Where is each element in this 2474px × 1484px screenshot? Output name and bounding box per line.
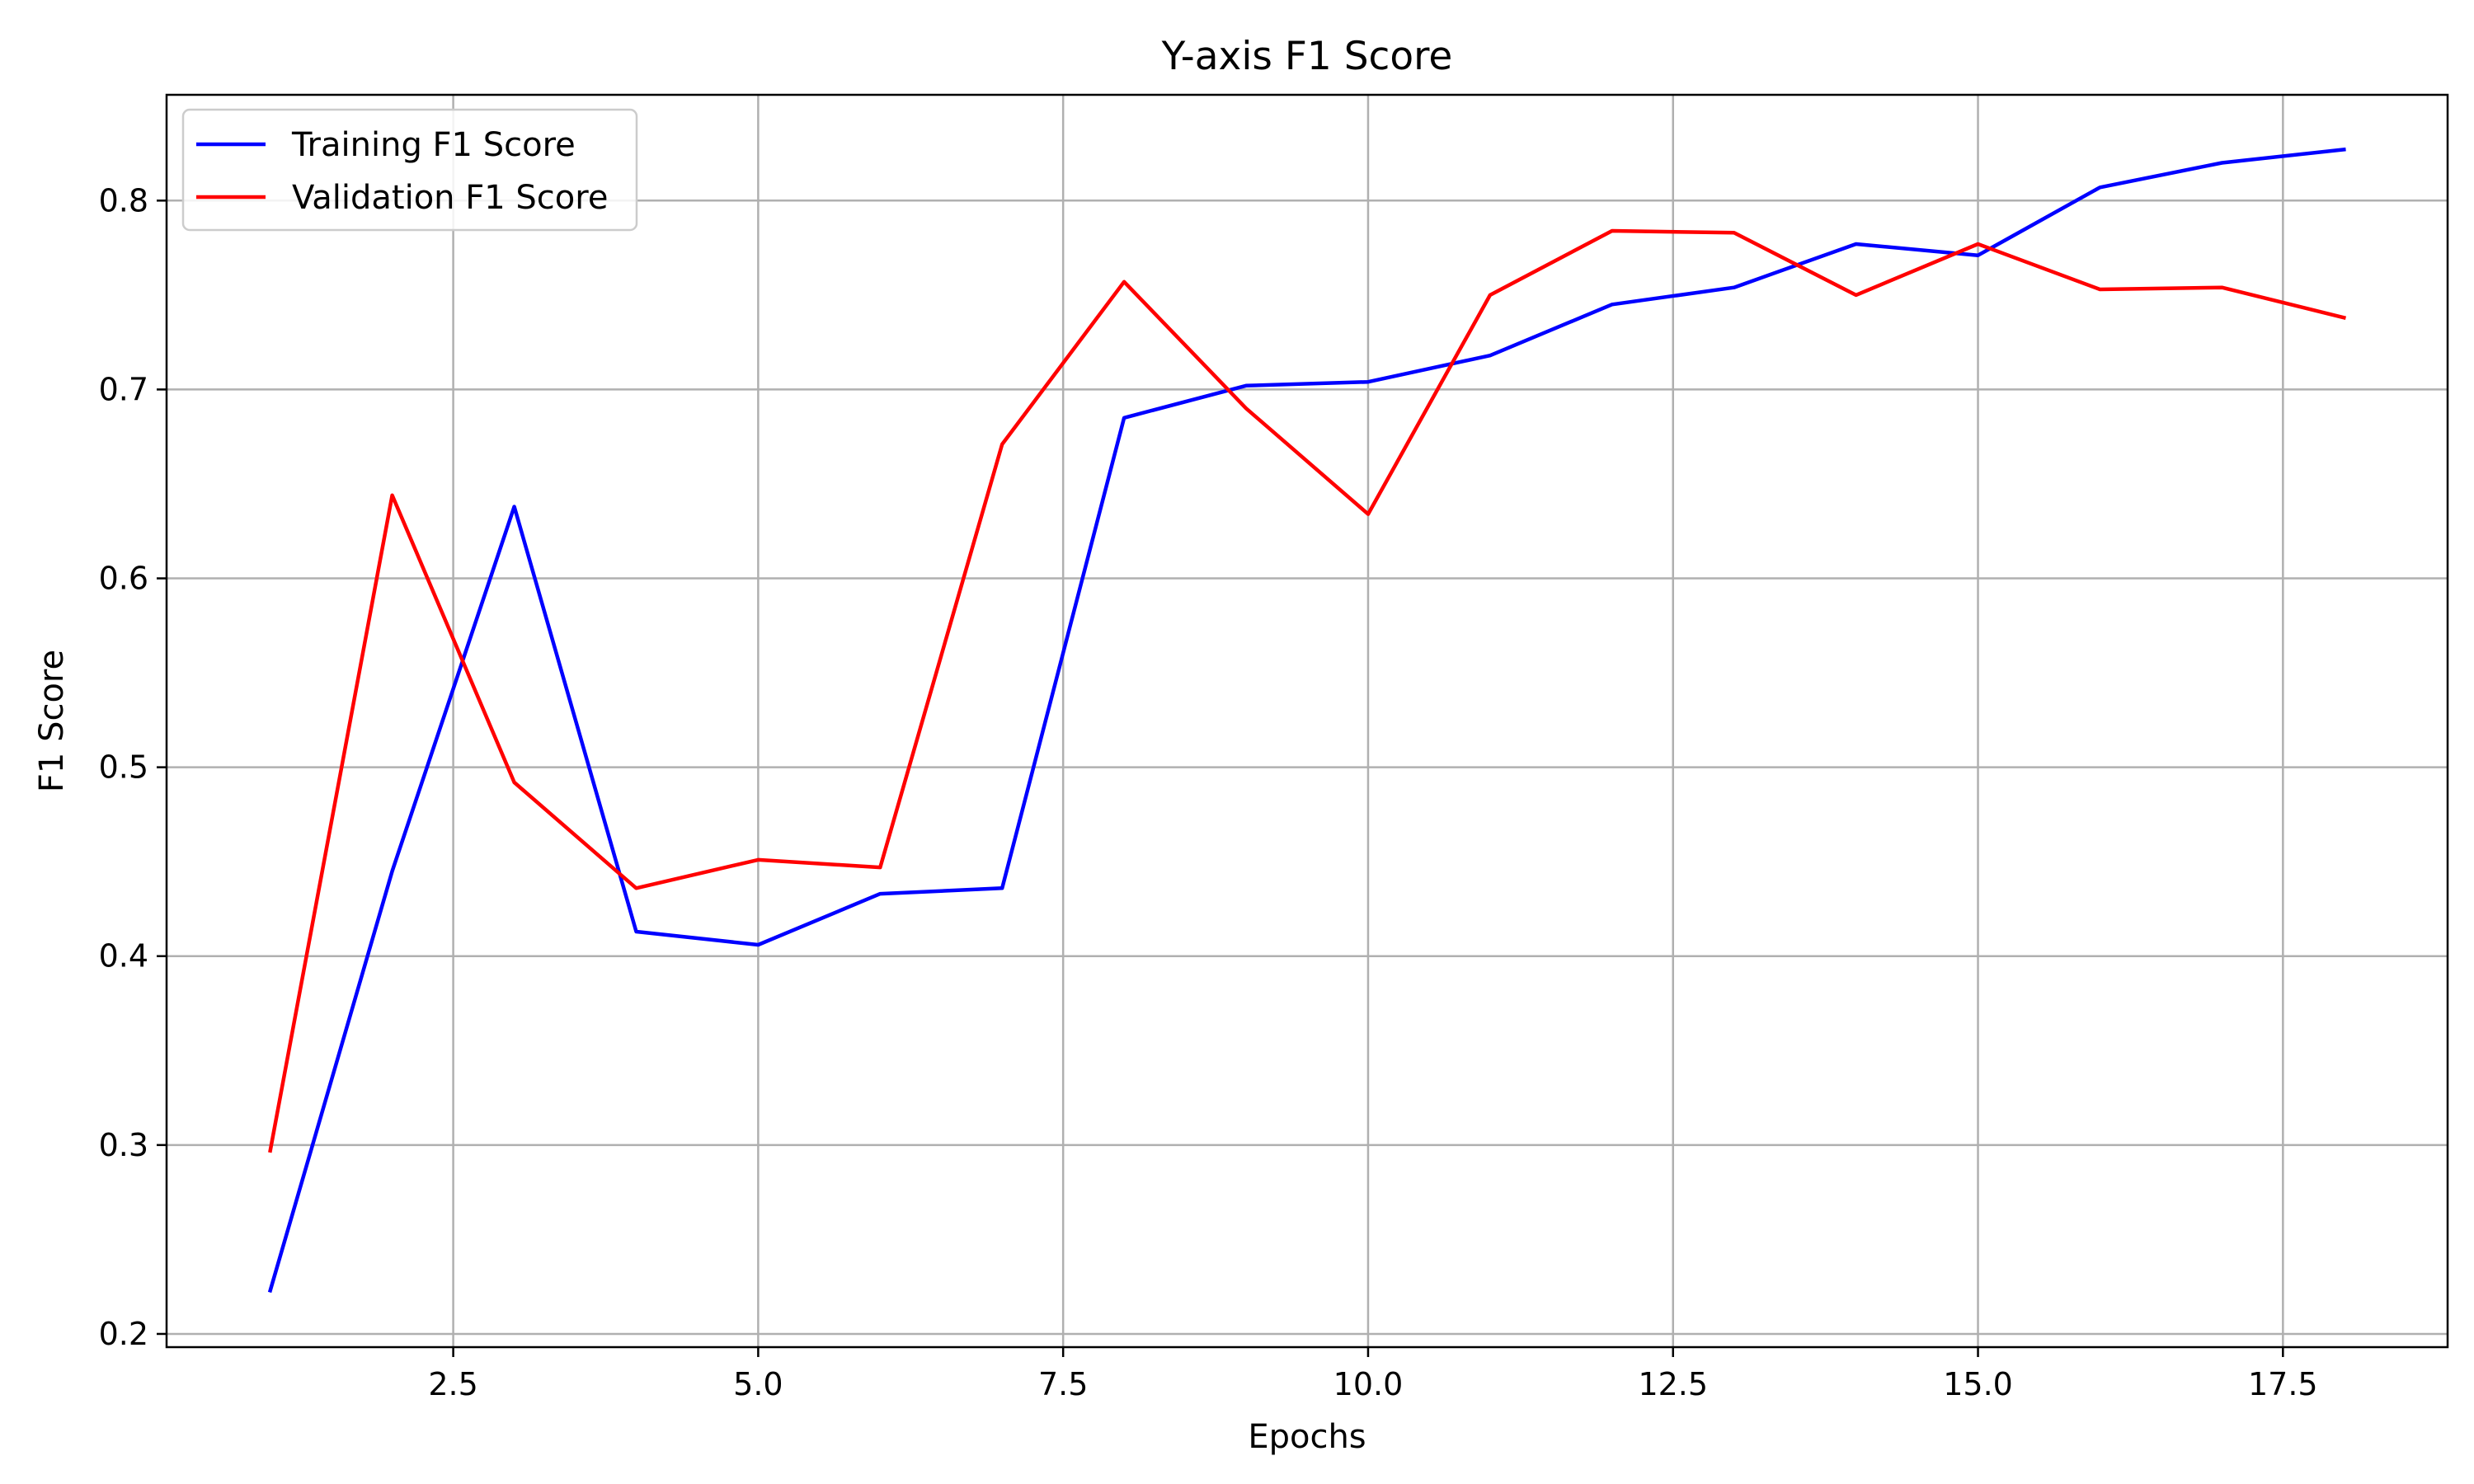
y-axis-label: F1 Score: [33, 650, 71, 792]
x-tick-label: 15.0: [1943, 1366, 2013, 1402]
y-tick-label: 0.7: [99, 371, 148, 407]
plot-frame: [165, 93, 2449, 1349]
x-tick-label: 17.5: [2248, 1366, 2318, 1402]
y-tick-label: 0.6: [99, 561, 148, 597]
y-tick-label: 0.8: [99, 182, 148, 218]
axis-ticks: 2.5 5.0 7.5 10.0 12.5 15.0 17.5 0.2 0.3 0.4 0.5 0.6…: [99, 182, 2318, 1402]
series-line-validation: [268, 228, 2347, 1153]
grid: [167, 95, 2448, 1347]
y-tick-label: 0.5: [99, 749, 148, 786]
x-tick-label: 7.5: [1038, 1366, 1088, 1402]
legend-entry-label: Validation F1 Score: [292, 179, 608, 217]
y-tick-label: 0.2: [99, 1316, 148, 1352]
legend: Training F1 Score Validation F1 Score: [181, 108, 638, 232]
x-axis-label: Epochs: [1248, 1418, 1366, 1456]
series-line-training: [267, 147, 2346, 1294]
x-tick-label: 2.5: [428, 1366, 477, 1402]
y-tick-label: 0.4: [99, 938, 148, 974]
legend-frame: [181, 108, 638, 232]
series-lines: [267, 147, 2347, 1294]
y-tick-label: 0.3: [99, 1127, 148, 1163]
x-tick-label: 12.5: [1638, 1366, 1708, 1402]
x-tick-label: 10.0: [1333, 1366, 1404, 1402]
x-tick-label: 5.0: [733, 1366, 783, 1402]
legend-entry-label: Training F1 Score: [291, 126, 576, 164]
chart-title: Y-axis F1 Score: [1161, 34, 1453, 79]
